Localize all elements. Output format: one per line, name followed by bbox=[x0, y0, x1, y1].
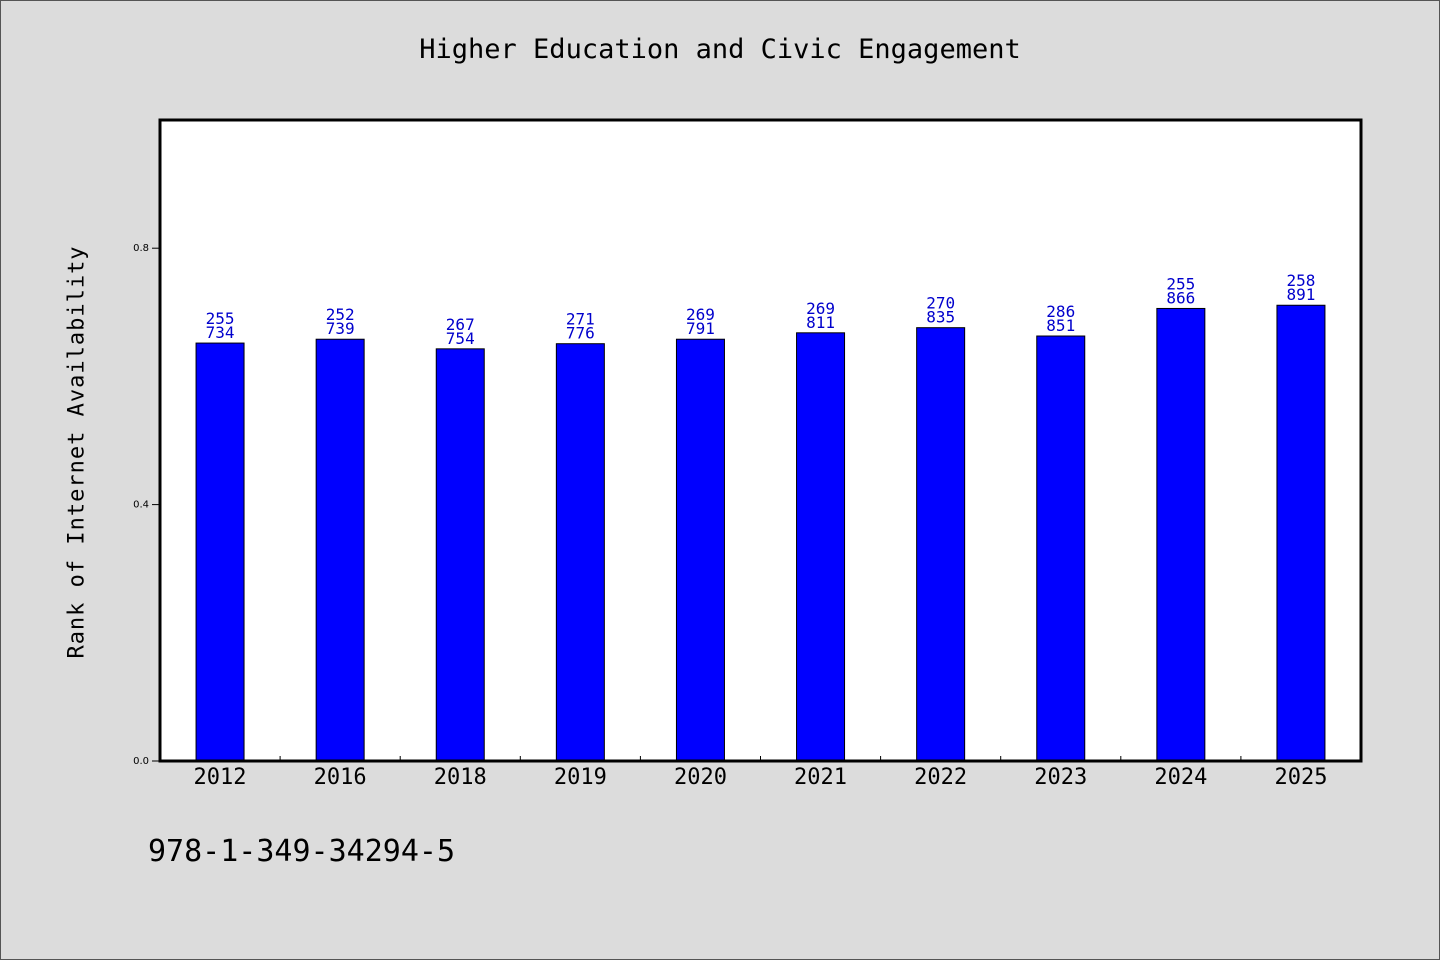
data-label-top-2018: 267 bbox=[446, 315, 475, 334]
data-label-bottom-2012: 734 bbox=[206, 323, 235, 342]
data-label-top-2020: 269 bbox=[686, 305, 715, 324]
data-label-bottom-2022: 835 bbox=[926, 308, 955, 327]
x-tick-label-2025: 2025 bbox=[1274, 765, 1327, 790]
x-tick-label-2024: 2024 bbox=[1154, 765, 1207, 790]
data-label-bottom-2016: 739 bbox=[326, 319, 355, 338]
y-tick-label: 0.8 bbox=[133, 243, 149, 254]
isbn-footer: 978-1-349-34294-5 bbox=[148, 834, 456, 869]
data-label-top-2023: 286 bbox=[1046, 302, 1075, 321]
bar-2012 bbox=[195, 342, 245, 762]
data-label-bottom-2019: 776 bbox=[566, 324, 595, 343]
y-tick-label: 0.0 bbox=[133, 756, 149, 767]
data-label-bottom-2025: 891 bbox=[1286, 285, 1315, 304]
bar-2019 bbox=[555, 343, 605, 762]
x-tick-label-2021: 2021 bbox=[794, 765, 847, 790]
x-tick-label-2022: 2022 bbox=[914, 765, 967, 790]
data-label-bottom-2023: 851 bbox=[1046, 316, 1075, 335]
data-label-bottom-2018: 754 bbox=[446, 329, 475, 348]
y-tick-label: 0.4 bbox=[133, 500, 149, 511]
data-label-top-2012: 255 bbox=[206, 309, 235, 328]
x-tick-label-2019: 2019 bbox=[554, 765, 607, 790]
bar-2022 bbox=[916, 327, 966, 762]
data-label-top-2016: 252 bbox=[326, 305, 355, 324]
x-tick-label-2018: 2018 bbox=[434, 765, 487, 790]
data-label-top-2024: 255 bbox=[1166, 274, 1195, 293]
x-tick-label-2023: 2023 bbox=[1034, 765, 1087, 790]
data-label-bottom-2020: 791 bbox=[686, 319, 715, 338]
bar-2020 bbox=[675, 338, 725, 762]
x-tick-label-2012: 2012 bbox=[194, 765, 247, 790]
data-label-bottom-2021: 811 bbox=[806, 313, 835, 332]
bar-2018 bbox=[435, 348, 485, 762]
bar-2016 bbox=[315, 338, 365, 762]
plot-border bbox=[158, 118, 1363, 763]
x-tick-label-2020: 2020 bbox=[674, 765, 727, 790]
data-label-top-2022: 270 bbox=[926, 294, 955, 313]
data-label-top-2025: 258 bbox=[1286, 271, 1315, 290]
bar-2023 bbox=[1036, 335, 1086, 762]
data-label-top-2021: 269 bbox=[806, 299, 835, 318]
data-label-bottom-2024: 866 bbox=[1166, 288, 1195, 307]
data-label-top-2019: 271 bbox=[566, 310, 595, 329]
chart-title: Higher Education and Civic Engagement bbox=[419, 34, 1021, 65]
bar-2024 bbox=[1156, 307, 1206, 762]
x-tick-label-2016: 2016 bbox=[314, 765, 367, 790]
bar-2021 bbox=[796, 332, 846, 762]
bar-2025 bbox=[1276, 304, 1326, 762]
